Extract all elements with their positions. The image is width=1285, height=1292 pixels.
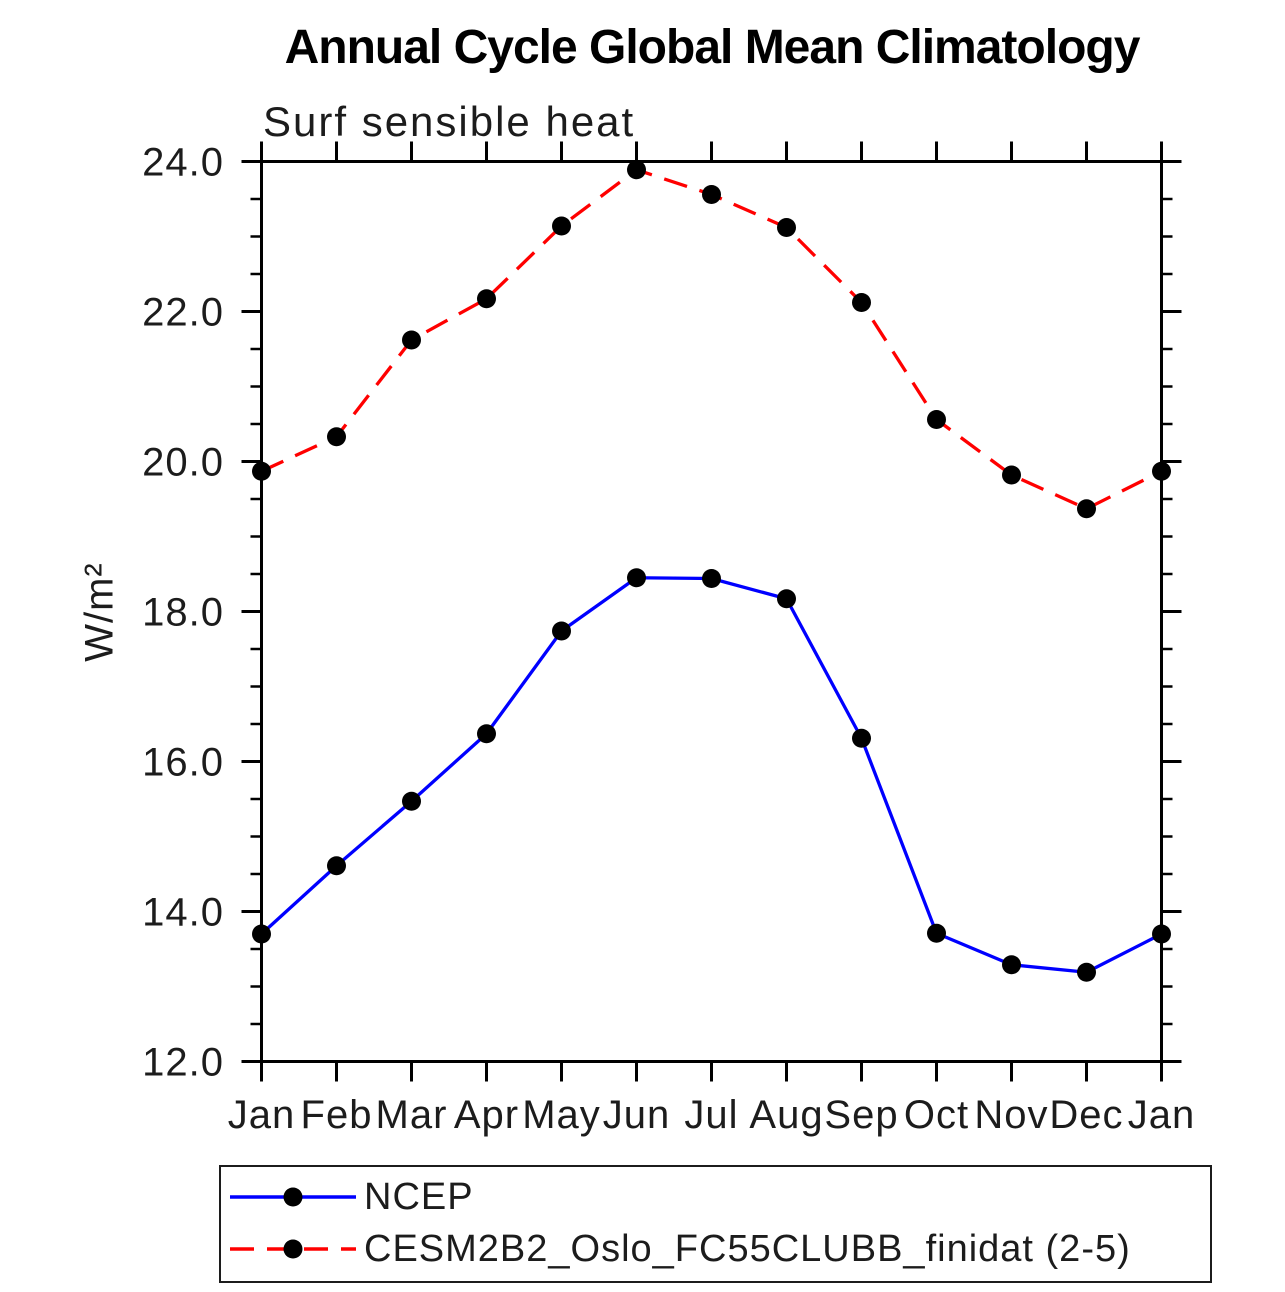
legend-item-ncep: NCEP — [225, 1172, 1210, 1222]
svg-text:16.0: 16.0 — [142, 741, 224, 785]
svg-text:Mar: Mar — [376, 1093, 448, 1137]
svg-text:22.0: 22.0 — [142, 291, 224, 335]
legend: NCEP CESM2B2_Oslo_FC55CLUBB_finidat (2-5… — [219, 1165, 1212, 1283]
svg-text:14.0: 14.0 — [142, 891, 224, 935]
svg-text:Aug: Aug — [749, 1093, 823, 1137]
svg-text:18.0: 18.0 — [142, 591, 224, 635]
svg-text:Sep: Sep — [824, 1093, 898, 1137]
svg-text:Feb: Feb — [301, 1093, 373, 1137]
line-marker-swatch-icon — [230, 1239, 356, 1259]
svg-text:Oct: Oct — [904, 1093, 969, 1137]
line-marker-swatch-icon — [230, 1187, 356, 1207]
svg-text:20.0: 20.0 — [142, 441, 224, 485]
svg-text:12.0: 12.0 — [142, 1041, 224, 1085]
svg-text:24.0: 24.0 — [142, 141, 224, 185]
chart-title: Annual Cycle Global Mean Climatology — [284, 21, 1141, 74]
svg-text:Jul: Jul — [684, 1093, 738, 1137]
svg-text:Apr: Apr — [454, 1093, 519, 1137]
legend-label: CESM2B2_Oslo_FC55CLUBB_finidat (2-5) — [364, 1227, 1131, 1270]
legend-label: NCEP — [364, 1175, 474, 1218]
svg-text:Nov: Nov — [974, 1093, 1048, 1137]
svg-text:Jan: Jan — [1128, 1093, 1196, 1137]
svg-text:Jan: Jan — [228, 1093, 296, 1137]
legend-item-cesm: CESM2B2_Oslo_FC55CLUBB_finidat (2-5) — [225, 1224, 1210, 1274]
svg-text:Dec: Dec — [1049, 1093, 1123, 1137]
svg-text:May: May — [522, 1093, 601, 1137]
svg-text:Jun: Jun — [603, 1093, 671, 1137]
chart-subtitle: Surf sensible heat — [263, 98, 636, 145]
